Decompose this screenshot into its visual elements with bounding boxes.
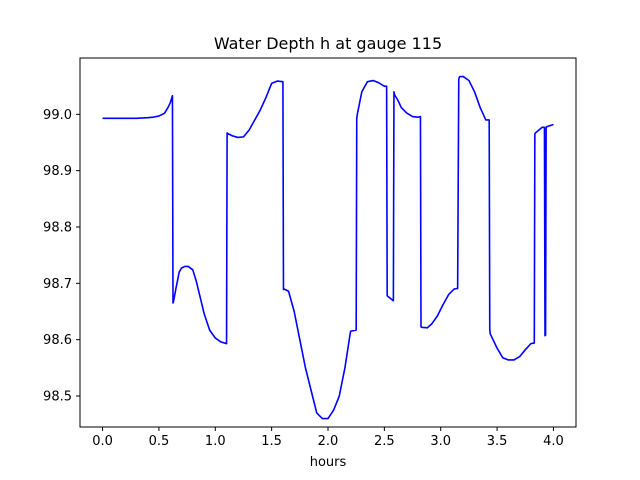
y-tick-label: 98.8 bbox=[43, 221, 72, 236]
y-tick-label: 98.7 bbox=[43, 277, 72, 292]
x-axis-label: hours bbox=[310, 455, 347, 470]
x-tick-label: 0.5 bbox=[149, 434, 170, 449]
y-tick-label: 98.6 bbox=[43, 333, 72, 348]
x-tick-label: 2.0 bbox=[318, 434, 339, 449]
y-tick-label: 98.5 bbox=[43, 390, 72, 405]
x-tick-label: 1.5 bbox=[261, 434, 282, 449]
y-tick-label: 98.9 bbox=[43, 164, 72, 179]
x-tick-label: 4.0 bbox=[543, 434, 564, 449]
x-tick-label: 3.0 bbox=[430, 434, 451, 449]
x-tick-label: 2.5 bbox=[374, 434, 395, 449]
x-tick-label: 3.5 bbox=[487, 434, 508, 449]
series-line-0 bbox=[102, 75, 554, 420]
y-tick-label: 99.0 bbox=[43, 108, 72, 123]
x-tick-label: 1.0 bbox=[205, 434, 226, 449]
x-tick-label: 0.0 bbox=[92, 434, 113, 449]
chart-title: Water Depth h at gauge 115 bbox=[214, 34, 442, 53]
